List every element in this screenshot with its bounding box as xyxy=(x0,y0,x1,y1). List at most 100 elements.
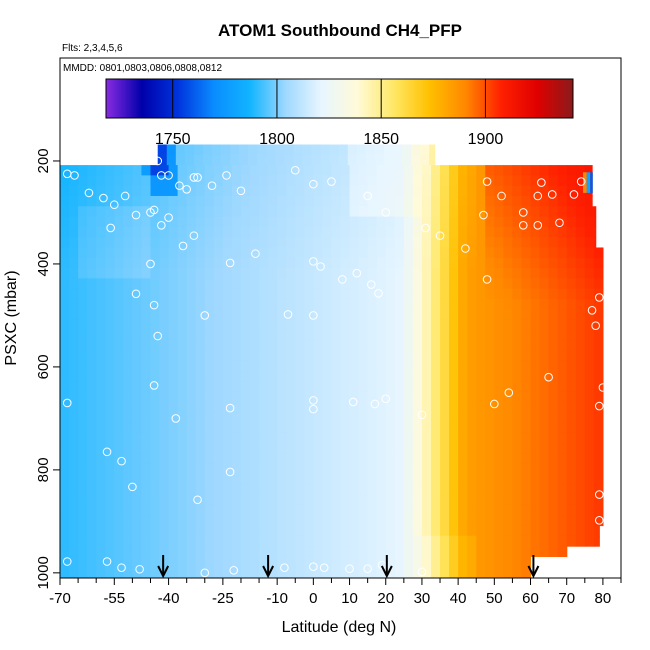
heatmap-cell xyxy=(530,237,541,249)
heatmap-cell xyxy=(231,463,242,475)
heatmap-cell xyxy=(78,278,88,290)
heatmap-cell xyxy=(213,165,224,176)
sample-marker xyxy=(537,178,546,187)
heatmap-cell xyxy=(575,422,586,434)
heatmap-cell xyxy=(467,484,477,496)
heatmap-cell xyxy=(177,443,188,455)
heatmap-cell xyxy=(385,391,396,403)
heatmap-cell xyxy=(557,381,568,393)
heatmap-cell xyxy=(322,494,333,506)
heatmap-cell xyxy=(186,216,197,228)
heatmap-cell xyxy=(367,391,378,403)
heatmap-cell xyxy=(222,494,233,506)
heatmap-cell xyxy=(440,535,450,547)
heatmap-cell xyxy=(123,515,133,527)
heatmap-cell xyxy=(521,216,532,228)
heatmap-cell xyxy=(304,165,314,176)
heatmap-cell xyxy=(494,195,504,207)
heatmap-cell xyxy=(322,340,333,352)
heatmap-cell xyxy=(548,216,559,228)
heatmap-cell xyxy=(476,504,486,516)
heatmap-cell xyxy=(69,329,79,341)
heatmap-cell xyxy=(250,360,260,372)
heatmap-cell xyxy=(141,412,152,424)
heatmap-cell xyxy=(367,432,378,444)
heatmap-cell xyxy=(566,422,577,434)
heatmap-cell xyxy=(87,576,97,578)
heatmap-cell xyxy=(521,432,532,444)
heatmap-cell xyxy=(358,247,369,259)
heatmap-cell xyxy=(403,412,414,424)
heatmap-cell xyxy=(503,185,514,197)
heatmap-cell xyxy=(268,515,278,527)
heatmap-cell xyxy=(340,371,351,382)
heatmap-cell xyxy=(575,278,586,290)
heatmap-cell xyxy=(168,195,179,207)
heatmap-cell xyxy=(494,535,504,547)
heatmap-cell xyxy=(394,432,405,444)
heatmap-cell xyxy=(367,422,378,434)
heatmap-cell xyxy=(60,504,70,516)
heatmap-cell xyxy=(222,165,233,176)
heatmap-cell xyxy=(168,546,179,557)
heatmap-cell xyxy=(430,381,441,393)
heatmap-cell xyxy=(240,165,251,176)
heatmap-cell xyxy=(311,154,322,166)
heatmap-cell xyxy=(168,556,179,568)
sample-marker xyxy=(518,208,528,217)
heatmap-cell xyxy=(476,391,486,403)
heatmap-cell xyxy=(539,216,550,228)
heatmap-cell xyxy=(114,453,124,465)
heatmap-cell xyxy=(467,226,477,238)
heatmap-cell xyxy=(177,515,188,527)
heatmap-cell xyxy=(349,175,360,187)
heatmap-cell xyxy=(376,422,387,434)
heatmap-cell xyxy=(584,412,595,424)
heatmap-cell xyxy=(60,226,70,238)
heatmap-cell xyxy=(430,525,441,537)
heatmap-cell xyxy=(268,185,278,197)
heatmap-cell xyxy=(259,515,269,527)
heatmap-cell xyxy=(539,319,550,331)
heatmap-cell xyxy=(530,278,541,290)
heatmap-cell xyxy=(385,546,396,557)
heatmap-cell xyxy=(331,298,342,310)
heatmap-cell xyxy=(503,247,514,259)
x-tick-label--55: -55 xyxy=(103,590,125,607)
heatmap-cell xyxy=(259,237,269,249)
heatmap-cell xyxy=(311,144,322,156)
heatmap-cell xyxy=(268,288,278,300)
heatmap-cell xyxy=(430,412,441,424)
heatmap-cell xyxy=(331,340,342,352)
heatmap-cell xyxy=(476,432,486,444)
heatmap-cell xyxy=(250,278,260,290)
heatmap-cell xyxy=(331,175,342,187)
heatmap-cell xyxy=(403,195,414,207)
heatmap-cell xyxy=(440,432,450,444)
heatmap-cell xyxy=(177,371,188,382)
heatmap-cell xyxy=(521,401,532,413)
heatmap-cell xyxy=(213,484,224,496)
heatmap-cell xyxy=(69,381,79,393)
heatmap-cell xyxy=(485,288,495,300)
heatmap-cell xyxy=(240,257,251,269)
heatmap-cell xyxy=(503,371,514,382)
heatmap-cell xyxy=(539,278,550,290)
heatmap-cell xyxy=(195,371,206,382)
heatmap-cell xyxy=(159,165,170,176)
heatmap-cell xyxy=(186,237,197,249)
heatmap-cell xyxy=(548,535,559,547)
heatmap-cell xyxy=(449,463,459,475)
heatmap-cell xyxy=(159,206,170,218)
heatmap-cell xyxy=(530,463,541,475)
heatmap-cell xyxy=(449,175,459,187)
heatmap-cell xyxy=(331,535,342,547)
heatmap-cell xyxy=(358,195,369,207)
heatmap-cell xyxy=(195,576,206,578)
heatmap-cell xyxy=(557,546,568,557)
heatmap-cell xyxy=(60,257,70,269)
heatmap-cell xyxy=(231,195,242,207)
heatmap-cell xyxy=(123,216,133,228)
heatmap-cell xyxy=(349,329,360,341)
heatmap-cell xyxy=(259,432,269,444)
